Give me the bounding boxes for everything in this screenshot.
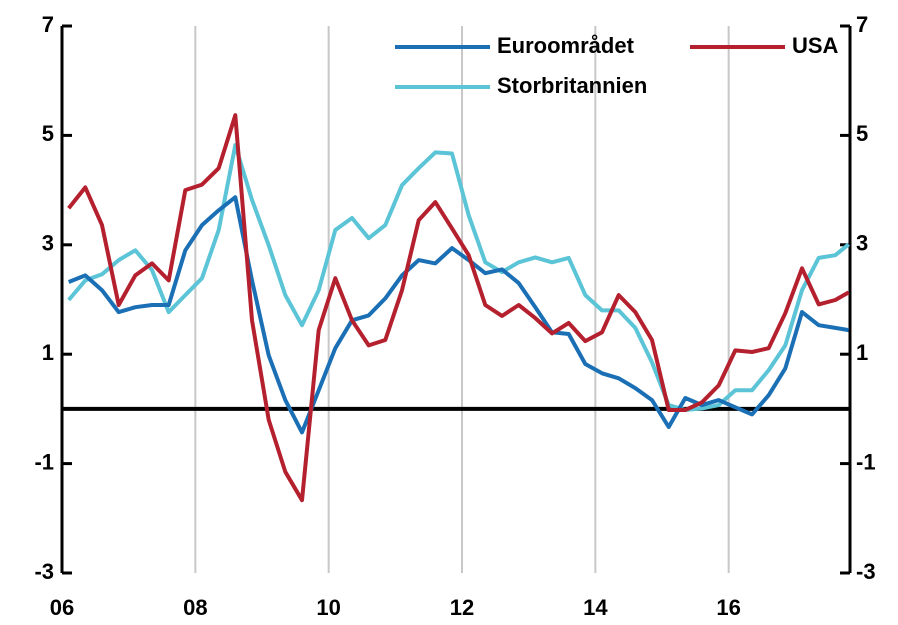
y2-tick-label: -1 [856, 449, 876, 474]
legend-label: USA [792, 33, 839, 58]
y-tick-label: -1 [34, 449, 54, 474]
x-tick-label: 14 [583, 595, 608, 620]
x-tick-label: 06 [50, 595, 74, 620]
y-tick-label: -3 [34, 559, 54, 584]
y-tick-label: 5 [42, 121, 54, 146]
series-line [67, 113, 850, 503]
legend-label: Euroområdet [497, 33, 635, 58]
y2-tick-label: 3 [856, 231, 868, 256]
y2-tick-label: 7 [856, 12, 868, 37]
x-tick-label: 08 [183, 595, 207, 620]
y2-tick-label: 1 [856, 340, 868, 365]
series-line [67, 195, 850, 435]
x-tick-label: 10 [316, 595, 340, 620]
y-tick-label: 3 [42, 231, 54, 256]
legend-label: Storbritannien [497, 73, 647, 98]
y2-tick-label: -3 [856, 559, 876, 584]
y2-tick-label: 5 [856, 121, 868, 146]
y-tick-label: 1 [42, 340, 54, 365]
y-tick-label: 7 [42, 12, 54, 37]
x-tick-label: 12 [450, 595, 474, 620]
x-tick-label: 16 [716, 595, 740, 620]
series-line [67, 143, 850, 412]
